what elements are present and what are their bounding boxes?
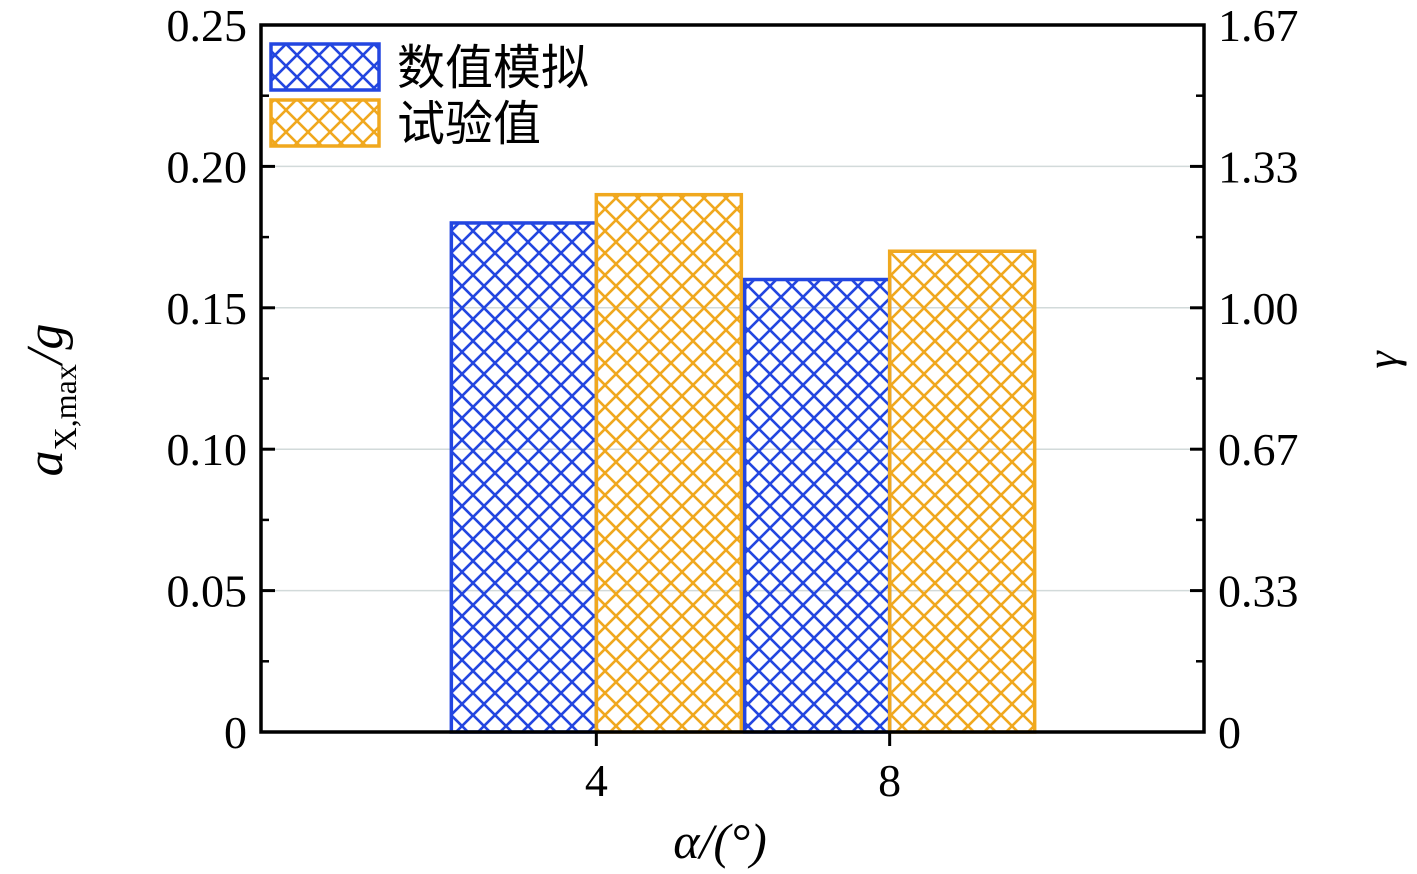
legend-swatch — [269, 42, 381, 92]
y-axis-title-rest: /g — [17, 324, 74, 367]
y2-tick-label: 1.33 — [1218, 141, 1299, 192]
y-tick-label: 0.15 — [167, 283, 248, 334]
legend-label: 数值模拟 — [397, 40, 589, 96]
y2-axis-title: γ — [1358, 350, 1407, 369]
x-tick-label: 8 — [878, 755, 901, 806]
bar-simulation-4 — [449, 221, 599, 734]
y-axis-title-subscript: X,max — [47, 364, 83, 450]
y-tick-label: 0.05 — [167, 566, 248, 617]
bar-test-4 — [594, 192, 744, 734]
y2-tick-label: 1.67 — [1218, 0, 1299, 51]
y-tick-label: 0 — [224, 707, 247, 758]
y2-tick-label: 1.00 — [1218, 283, 1299, 334]
y-axis-left: 0 0.05 0.10 0.15 0.20 0.25 — [167, 0, 275, 758]
y-tick-label: 0.10 — [167, 424, 248, 475]
y2-tick-label: 0.33 — [1218, 566, 1299, 617]
y2-tick-label: 0.67 — [1218, 424, 1299, 475]
y2-tick-label: 0 — [1218, 707, 1241, 758]
x-tick-label: 4 — [585, 755, 608, 806]
y-tick-label: 0.25 — [167, 0, 248, 51]
y-axis-title-main: a — [17, 450, 74, 476]
bar-simulation-8 — [742, 277, 892, 734]
legend-label: 试验值 — [397, 96, 541, 152]
bars — [449, 192, 1037, 734]
y-axis-right: 0 0.33 0.67 1.00 1.33 1.67 — [1190, 0, 1299, 758]
y-tick-label: 0.20 — [167, 141, 248, 192]
legend-swatch — [269, 98, 381, 148]
x-axis-title: α/(°) — [673, 813, 766, 869]
bar-test-8 — [887, 249, 1037, 734]
y-axis-title: aX,max/g — [17, 324, 83, 477]
